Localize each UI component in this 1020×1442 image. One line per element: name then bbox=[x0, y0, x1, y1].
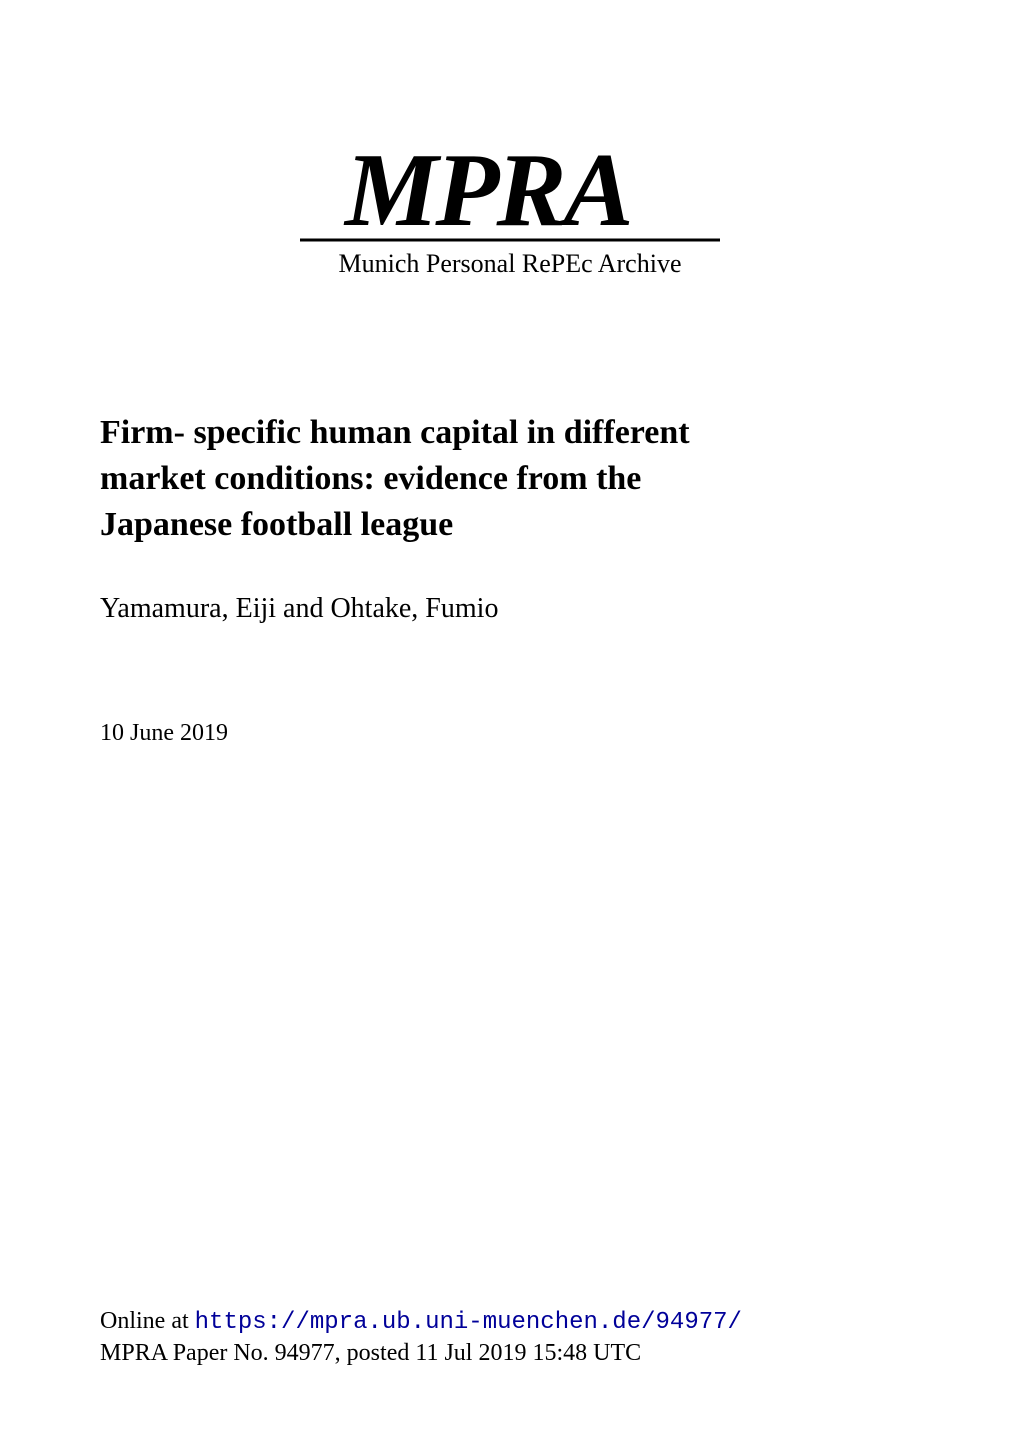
paper-title: Firm- specific human capital in differen… bbox=[100, 410, 920, 548]
footer-online-at: Online at https://mpra.ub.uni-muenchen.d… bbox=[100, 1308, 920, 1336]
title-line-3: Japanese football league bbox=[100, 502, 920, 548]
paper-url-link[interactable]: https://mpra.ub.uni-muenchen.de/94977/ bbox=[195, 1309, 742, 1336]
footer-block: Online at https://mpra.ub.uni-muenchen.d… bbox=[100, 1308, 920, 1367]
title-line-2: market conditions: evidence from the bbox=[100, 456, 920, 502]
online-at-label: Online at bbox=[100, 1308, 195, 1334]
date-text: 10 June 2019 bbox=[100, 720, 920, 747]
logo-section: MPRA Munich Personal RePEc Archive bbox=[100, 120, 920, 300]
authors-text: Yamamura, Eiji and Ohtake, Fumio bbox=[100, 593, 920, 625]
mpra-logo: MPRA Munich Personal RePEc Archive bbox=[290, 120, 730, 295]
logo-text-svg: MPRA bbox=[343, 131, 631, 248]
title-line-1: Firm- specific human capital in differen… bbox=[100, 410, 920, 456]
paper-info: MPRA Paper No. 94977, posted 11 Jul 2019… bbox=[100, 1340, 920, 1367]
logo-subtitle-svg: Munich Personal RePEc Archive bbox=[339, 249, 682, 278]
page-container: MPRA Munich Personal RePEc Archive Firm-… bbox=[0, 0, 1020, 1442]
date-block: 10 June 2019 bbox=[100, 720, 920, 747]
authors-block: Yamamura, Eiji and Ohtake, Fumio bbox=[100, 593, 920, 625]
